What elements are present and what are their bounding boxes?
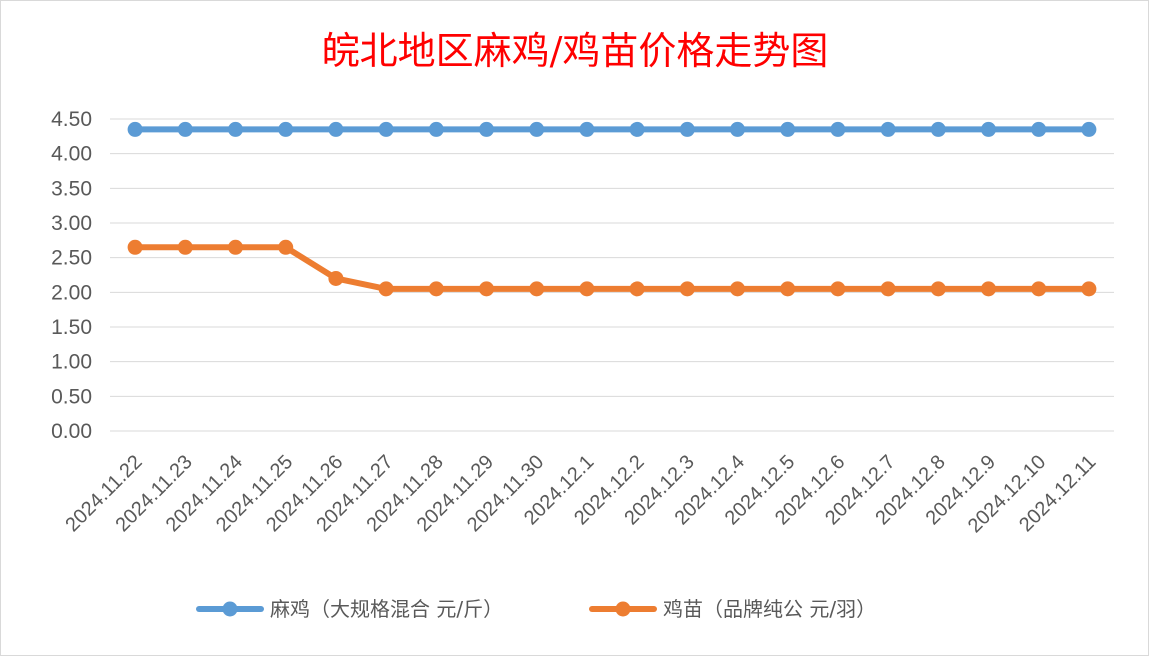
series-1-point [479,121,494,137]
series-1-point [679,121,695,137]
series-1-point [830,121,846,137]
series-1-point [579,121,595,137]
series-2-point [579,281,595,297]
series-2-point [679,281,695,297]
legend-label-1: 麻鸡（大规格混合 元/斤） [270,597,503,621]
series-2-point [127,239,143,255]
series-2-point [780,281,796,297]
gridlines [110,118,1114,432]
series-1-point [177,121,193,137]
series-2-point [981,281,996,297]
series-2-point [278,239,294,255]
series-2-point [529,281,545,297]
y-tick-label: 3.00 [51,212,92,235]
series-2-point [228,239,243,255]
series-2-point [930,281,946,297]
series-2-point [880,281,896,297]
series-1-point [328,121,344,137]
series-1-point [529,121,545,137]
y-tick-label: 1.50 [51,316,92,339]
y-tick-label: 0.00 [51,420,92,443]
series-1-point [930,121,946,137]
series-1-point [629,121,645,137]
y-tick-label: 2.50 [51,247,92,270]
y-tick-label: 2.00 [51,281,92,304]
series-layer [127,121,1097,297]
legend-marker-1 [222,601,238,617]
series-1-point [1081,121,1097,137]
series-2-point [479,281,494,297]
y-tick-label: 4.00 [51,143,92,166]
series-line-2 [132,244,1092,292]
y-tick-label: 1.00 [51,351,92,374]
series-2-point [378,281,394,297]
legend-marker-2 [615,601,631,617]
series-1-point [880,121,896,137]
series-2-point [830,281,846,297]
series-1-point [1031,121,1047,137]
series-1-point [428,121,444,137]
series-2-point [177,239,193,255]
y-tick-label: 4.50 [51,108,92,131]
x-axis-ticks: 2024.11.222024.11.232024.11.242024.11.25… [61,451,1100,537]
series-1-point [228,121,243,137]
series-2-point [1031,281,1047,297]
series-1-point [981,121,996,137]
chart-title: 皖北地区麻鸡/鸡苗价格走势图 [322,29,829,73]
series-2-point [428,281,444,297]
series-2-point [629,281,645,297]
series-2-point [328,270,344,286]
series-1-point [780,121,796,137]
legend: 麻鸡（大规格混合 元/斤） 鸡苗（品牌纯公 元/羽） [196,597,876,621]
series-1-point [127,121,143,137]
series-1-point [378,121,394,137]
legend-label-2: 鸡苗（品牌纯公 元/羽） [663,597,876,621]
series-2-point [1081,281,1097,297]
y-tick-label: 3.50 [51,177,92,200]
y-tick-label: 0.50 [51,385,92,408]
series-1-point [278,121,294,137]
y-axis-ticks: 0.00 0.50 1.00 1.50 2.00 2.50 3.00 3.50 4.00 4.50 [51,108,92,443]
series-1-point [730,121,745,137]
series-2-point [730,281,745,297]
